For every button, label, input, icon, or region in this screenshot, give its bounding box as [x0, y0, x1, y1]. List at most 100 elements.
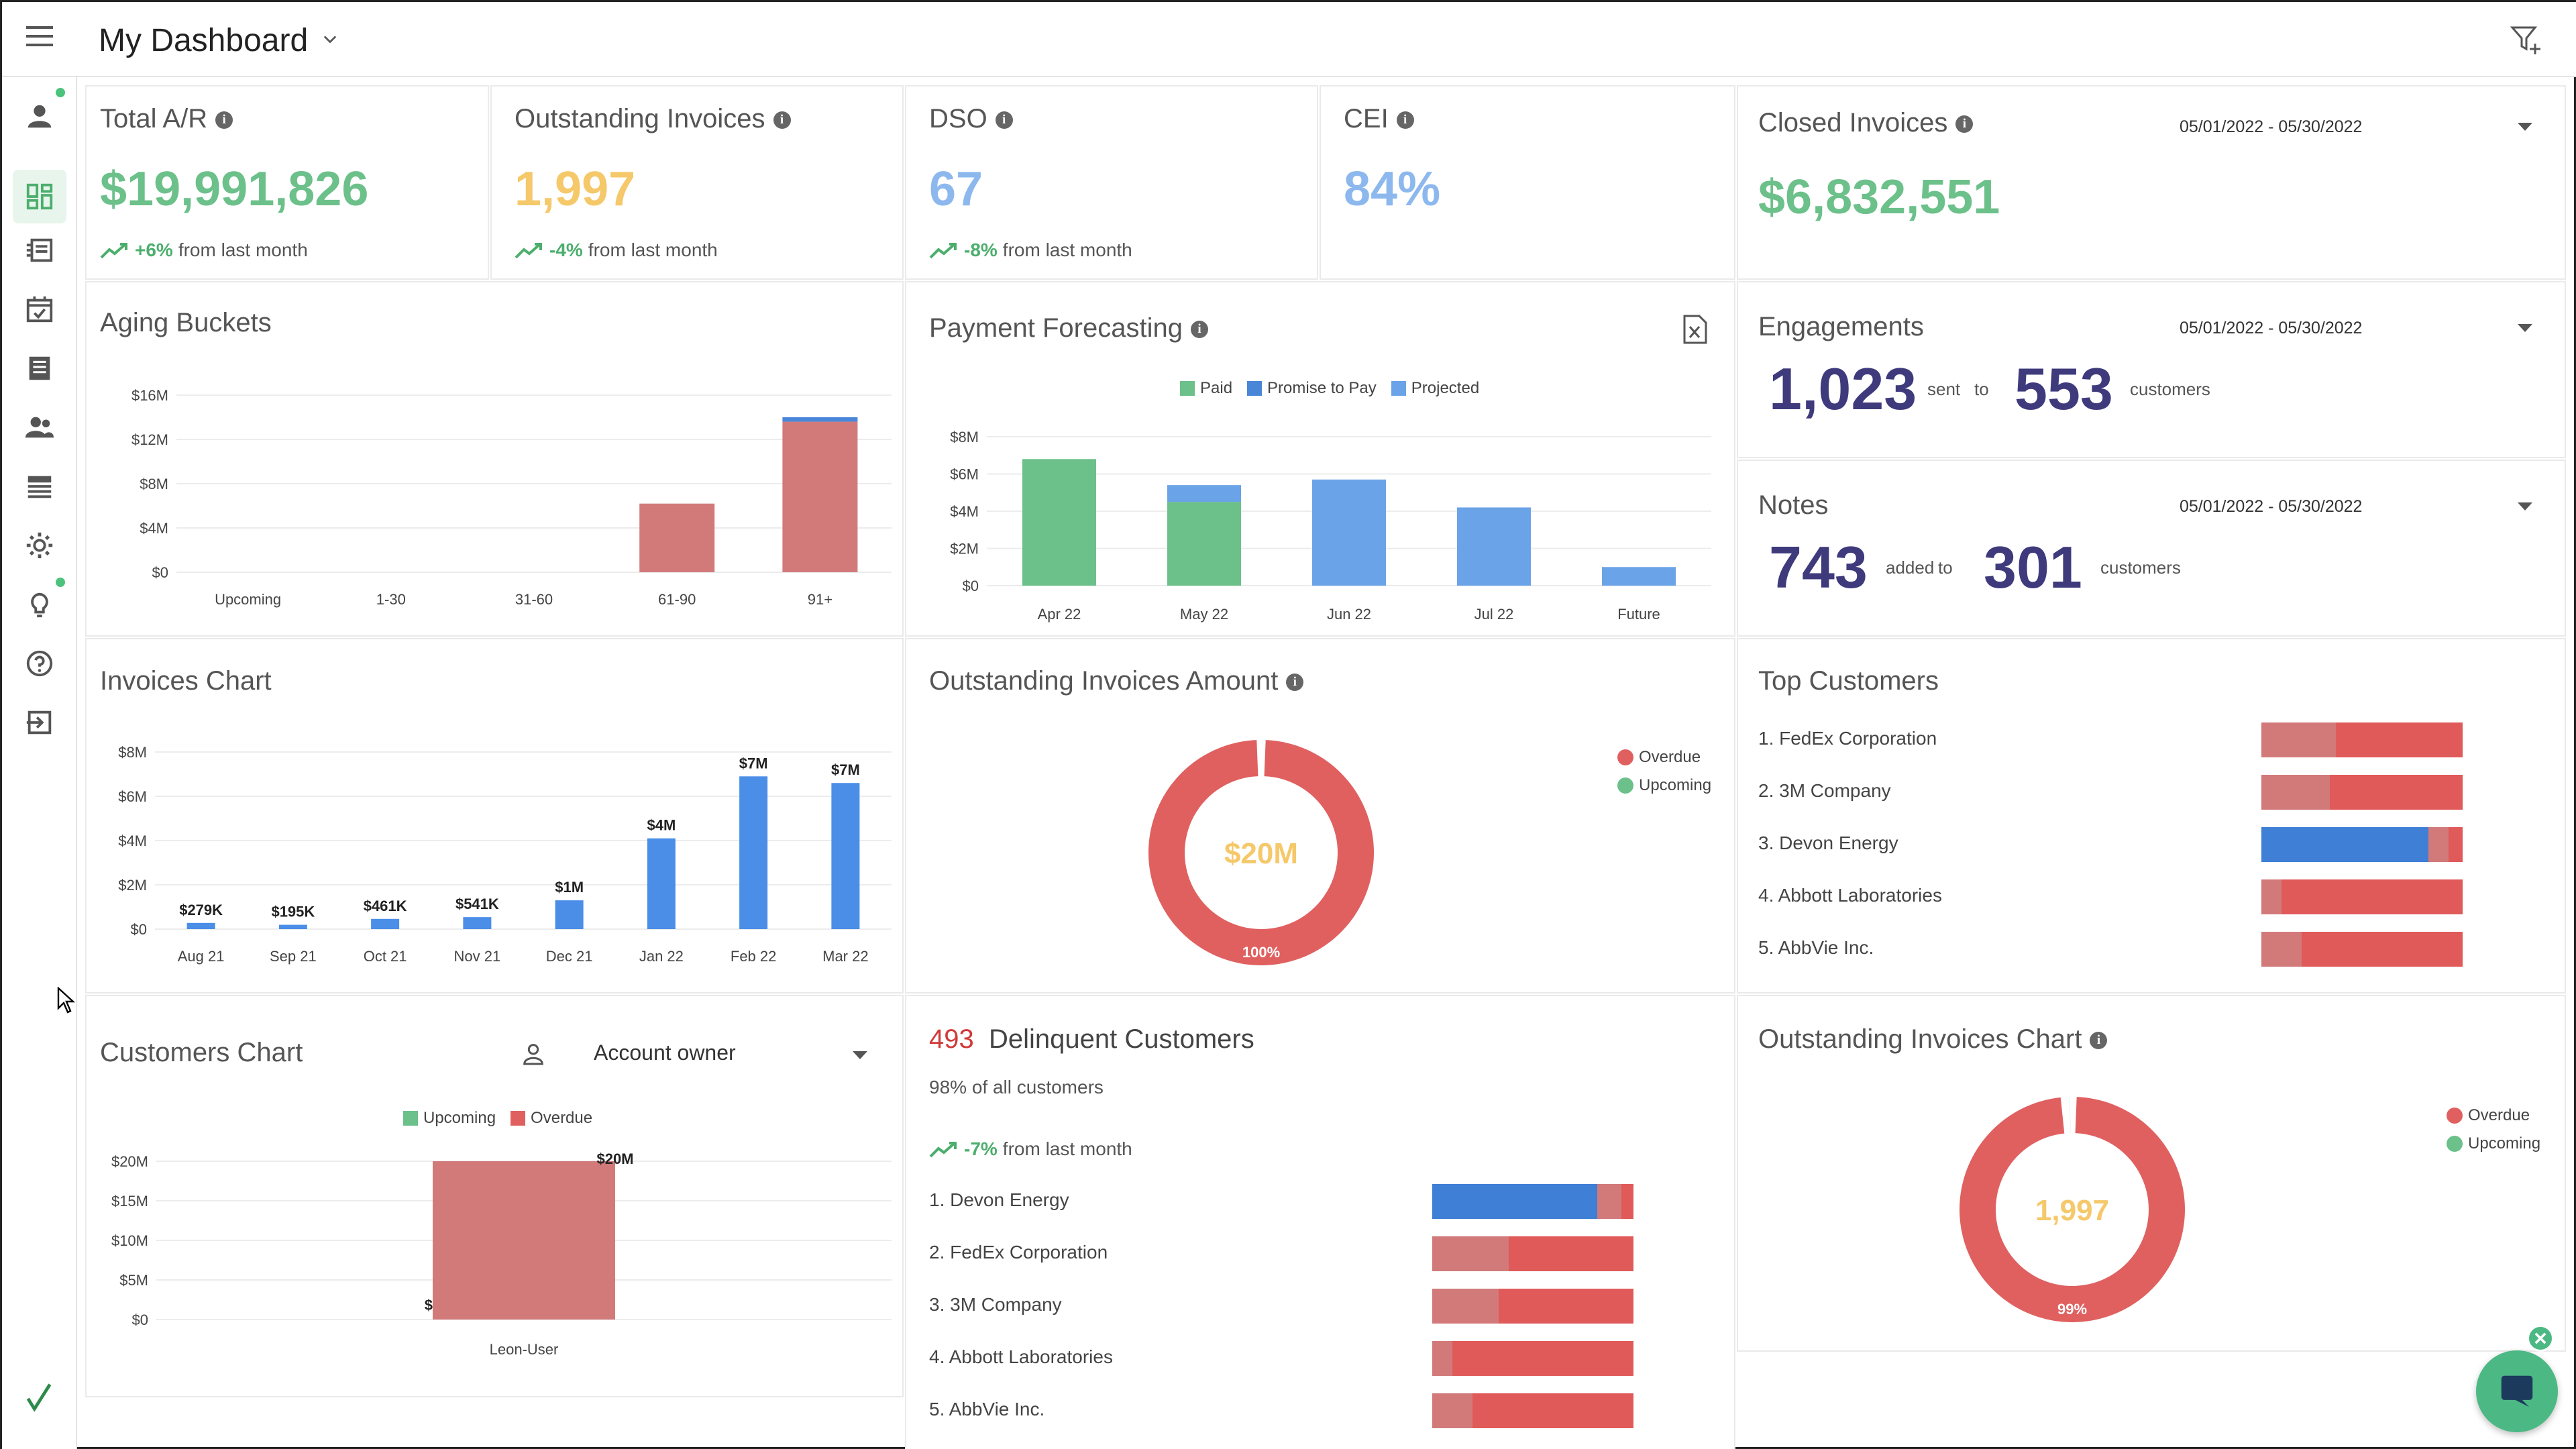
list-item[interactable]: 1. Devon Energy [929, 1189, 1069, 1210]
list-item[interactable]: 4. Abbott Laboratories [1758, 885, 1942, 906]
notes-date[interactable]: 05/01/2022 - 05/30/2022 [2180, 497, 2363, 516]
engagements-date[interactable]: 05/01/2022 - 05/30/2022 [2180, 319, 2363, 337]
bar [639, 503, 715, 572]
notes-title: Notes [1758, 490, 1829, 520]
y-tick-label: $15M [111, 1193, 148, 1210]
total-ar-card: Total A/R i $19,991,826 +6% from last mont… [85, 85, 489, 280]
delinquent-customers-card: 493 Delinquent Customers 98% of all cust… [905, 995, 1735, 1449]
y-tick-label: $10M [111, 1232, 148, 1249]
info-icon[interactable]: i [1955, 115, 1974, 133]
customer-bar [2261, 827, 2463, 862]
bar [1167, 485, 1241, 502]
date-dropdown-icon[interactable] [2518, 123, 2532, 131]
add-filter-icon[interactable] [2510, 23, 2543, 57]
list-item[interactable]: 5. AbbVie Inc. [929, 1399, 1045, 1419]
select-dropdown-icon[interactable] [853, 1051, 867, 1059]
info-icon[interactable]: i [773, 111, 791, 129]
legend-promise-to-pay: Promise to Pay [1247, 379, 1377, 398]
document-icon[interactable] [21, 350, 58, 387]
engagements-sent-count: 1,023 [1769, 356, 1917, 422]
logout-icon[interactable] [21, 704, 58, 741]
engagements-to-label: to [1974, 379, 1989, 399]
dso-value: 67 [929, 162, 983, 216]
total-ar-title: Total A/R i [100, 104, 233, 134]
customers-icon[interactable] [21, 409, 58, 446]
list-item[interactable]: 2. FedEx Corporation [929, 1242, 1108, 1263]
y-tick-label: $4M [950, 503, 979, 520]
customer-bar [2261, 775, 2463, 810]
legend-upcoming: Upcoming [2447, 1134, 2540, 1153]
x-tick-label: 61-90 [658, 591, 696, 608]
y-tick-label: $6M [118, 788, 147, 805]
x-tick-label: 31-60 [515, 591, 553, 608]
lightbulb-icon[interactable] [21, 586, 58, 623]
stack-icon[interactable] [21, 468, 58, 505]
cei-title: CEI i [1344, 104, 1414, 134]
notes-to-label: to [1938, 557, 1953, 578]
customers-chart-title: Customers Chart [100, 1038, 303, 1067]
data-label: $7M [831, 761, 860, 778]
info-icon[interactable]: i [995, 111, 1013, 129]
info-icon[interactable]: i [1286, 674, 1304, 692]
donut-percent-label: 100% [1242, 944, 1280, 961]
list-item[interactable]: 3. Devon Energy [1758, 833, 1898, 853]
chat-close-icon[interactable] [2527, 1325, 2554, 1352]
y-tick-label: $4M [140, 520, 168, 537]
list-item[interactable]: 4. Abbott Laboratories [929, 1346, 1113, 1367]
date-dropdown-icon[interactable] [2518, 324, 2532, 332]
list-item[interactable]: 1. FedEx Corporation [1758, 728, 1937, 749]
mouse-cursor-icon [57, 986, 77, 1015]
bar [739, 776, 768, 929]
y-tick-label: $16M [131, 387, 168, 404]
export-excel-icon[interactable] [1682, 315, 1709, 344]
notes-added-label: added [1886, 557, 1935, 578]
account-owner-select[interactable]: Account owner [594, 1040, 736, 1065]
y-tick-label: $0 [132, 1311, 148, 1328]
bar [782, 417, 858, 422]
invoice-list-icon[interactable] [21, 231, 58, 269]
dashboard-icon[interactable] [13, 170, 66, 223]
menu-icon[interactable] [26, 26, 53, 49]
x-tick-label: Oct 21 [364, 948, 407, 965]
outstanding-invoices-chart-card: Outstanding Invoices Chart i 1,997 99% Ove… [1737, 995, 2566, 1352]
customer-bar [2261, 879, 2463, 914]
info-icon[interactable]: i [1396, 111, 1414, 129]
x-tick-label: Dec 21 [546, 948, 593, 965]
closed-invoices-date[interactable]: 05/01/2022 - 05/30/2022 [2180, 117, 2363, 136]
y-tick-label: $8M [950, 429, 979, 445]
outstanding-invoices-card: Outstanding Invoices i 1,997 -4% from last… [490, 85, 904, 280]
payment-forecasting-legend: Paid Promise to Pay Projected [1180, 379, 1479, 398]
info-icon[interactable]: i [2090, 1032, 2108, 1050]
date-dropdown-icon[interactable] [2518, 502, 2532, 511]
customer-bar [2261, 932, 2463, 967]
customers-chart-legend: Upcoming Overdue [403, 1109, 592, 1128]
title-dropdown-icon[interactable] [323, 32, 337, 46]
list-item[interactable]: 2. 3M Company [1758, 780, 1891, 801]
legend-projected: Projected [1391, 379, 1479, 398]
closed-invoices-title: Closed Invoices i [1758, 108, 1974, 138]
engagements-card: Engagements 05/01/2022 - 05/30/2022 1,02… [1737, 281, 2566, 458]
info-icon[interactable]: i [1190, 321, 1208, 339]
total-ar-trend: +6% from last month [100, 239, 308, 261]
data-label: $279K [179, 902, 223, 918]
calendar-icon[interactable] [21, 290, 58, 328]
user-icon[interactable] [21, 97, 58, 135]
top-customers-title: Top Customers [1758, 666, 1939, 696]
outstanding-invoices-trend: -4% from last month [515, 239, 718, 261]
help-icon[interactable] [21, 645, 58, 682]
list-item[interactable]: 5. AbbVie Inc. [1758, 937, 1874, 958]
info-icon[interactable]: i [215, 111, 233, 129]
x-tick-label: 1-30 [376, 591, 406, 608]
list-item[interactable]: 3. 3M Company [929, 1294, 1062, 1315]
legend-overdue: Overdue [511, 1109, 592, 1128]
x-tick-label: Leon-User [490, 1341, 559, 1358]
settings-icon[interactable] [21, 527, 58, 564]
chat-widget-button[interactable] [2476, 1350, 2558, 1432]
payment-forecasting-card: Payment Forecasting i Paid Promise to Pay… [905, 281, 1735, 637]
closed-invoices-card: Closed Invoices i 05/01/2022 - 05/30/2022… [1737, 85, 2566, 280]
x-tick-label: Upcoming [215, 591, 281, 608]
data-label: $4M [647, 817, 676, 834]
notes-customer-count: 301 [1984, 534, 2082, 600]
x-tick-label: Mar 22 [822, 948, 868, 965]
